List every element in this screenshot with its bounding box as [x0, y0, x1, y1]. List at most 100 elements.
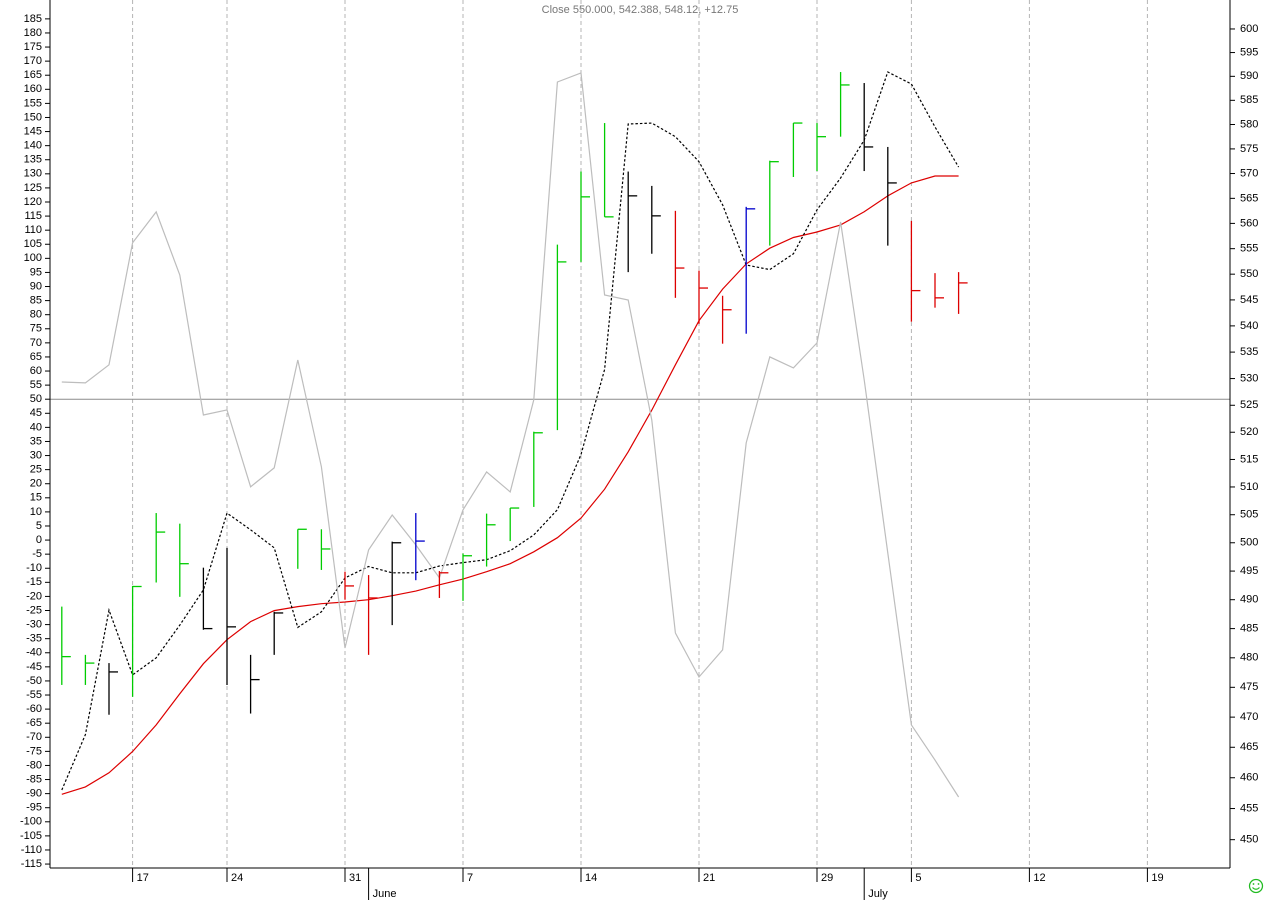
y-tick-label: 125	[24, 182, 42, 194]
x-tick-label: 29	[821, 872, 833, 884]
y2-tick-label: 505	[1240, 509, 1258, 521]
smiley-face	[1248, 878, 1264, 894]
y-tick-label: -10	[26, 562, 42, 574]
y-tick-label: -85	[26, 773, 42, 785]
y-tick-label: 10	[30, 506, 42, 518]
x-tick-label: 31	[349, 872, 361, 884]
y-tick-label: 165	[24, 69, 42, 81]
chart-title: Close 550.000, 542.388, 548.12, +12.75	[542, 4, 739, 16]
y-tick-label: 55	[30, 379, 42, 391]
y-tick-label: 5	[36, 520, 42, 532]
y2-tick-label: 500	[1240, 537, 1258, 549]
y-tick-label: 140	[24, 140, 42, 152]
smiley-eye	[1252, 883, 1255, 885]
y-tick-label: -95	[26, 802, 42, 814]
y-tick-label: 105	[24, 238, 42, 250]
y-tick-label: 0	[36, 534, 42, 546]
y-tick-label: 35	[30, 435, 42, 447]
y2-tick-label: 560	[1240, 217, 1258, 229]
y-tick-label: -25	[26, 604, 42, 616]
y-tick-label: 135	[24, 154, 42, 166]
y2-tick-label: 480	[1240, 652, 1258, 664]
y-tick-label: 50	[30, 393, 42, 405]
y-tick-label: -55	[26, 689, 42, 701]
y-tick-label: 160	[24, 83, 42, 95]
y-tick-label: 85	[30, 295, 42, 307]
month-label: June	[373, 888, 397, 900]
y2-tick-label: 565	[1240, 192, 1258, 204]
x-tick-label: 24	[231, 872, 243, 884]
y-tick-label: 110	[24, 224, 42, 236]
y2-tick-label: 515	[1240, 453, 1258, 465]
y-tick-label: -115	[21, 858, 42, 870]
x-tick-label: 17	[137, 872, 149, 884]
x-tick-label: 12	[1033, 872, 1045, 884]
smiley-eye	[1257, 883, 1260, 885]
y-tick-label: 25	[30, 464, 42, 476]
y2-tick-label: 475	[1240, 681, 1258, 693]
y2-tick-label: 510	[1240, 481, 1258, 493]
y2-tick-label: 525	[1240, 399, 1258, 411]
y2-tick-label: 575	[1240, 143, 1258, 155]
y2-tick-label: 490	[1240, 594, 1258, 606]
x-tick-label: 21	[703, 872, 715, 884]
y-tick-label: 45	[30, 407, 42, 419]
y2-tick-label: 470	[1240, 711, 1258, 723]
y2-tick-label: 545	[1240, 294, 1258, 306]
y-tick-label: 185	[24, 13, 42, 25]
y2-tick-label: 585	[1240, 94, 1258, 106]
y-tick-label: -105	[20, 830, 42, 842]
y-tick-label: -90	[26, 788, 42, 800]
y-tick-label: -45	[26, 661, 42, 673]
y2-tick-label: 590	[1240, 70, 1258, 82]
y-tick-label: -100	[20, 816, 42, 828]
y-tick-label: 150	[24, 111, 42, 123]
y-tick-label: 95	[30, 266, 42, 278]
x-tick-label: 7	[467, 872, 473, 884]
line-series	[61, 72, 960, 798]
y-tick-label: -30	[26, 618, 42, 630]
y-tick-label: 60	[30, 365, 42, 377]
line-series	[61, 175, 959, 795]
y2-tick-label: 555	[1240, 243, 1258, 255]
y-tick-label: 180	[24, 27, 42, 39]
y2-tick-label: 495	[1240, 565, 1258, 577]
y-tick-label: 155	[24, 97, 42, 109]
y-tick-label: -70	[26, 731, 42, 743]
y-tick-label: 70	[30, 337, 42, 349]
y-tick-label: 175	[24, 41, 42, 53]
y-tick-label: 130	[24, 168, 42, 180]
y2-tick-label: 485	[1240, 623, 1258, 635]
y-tick-label: 100	[24, 252, 42, 264]
y-tick-label: 40	[30, 421, 42, 433]
y2-tick-label: 530	[1240, 372, 1258, 384]
y-tick-label: -15	[26, 576, 42, 588]
y-tick-label: -5	[32, 548, 42, 560]
y-tick-label: 170	[24, 55, 42, 67]
y2-tick-label: 455	[1240, 802, 1258, 814]
y-tick-label: 30	[30, 449, 42, 461]
y-tick-label: -80	[26, 759, 42, 771]
y2-tick-label: 540	[1240, 320, 1258, 332]
x-tick-label: 19	[1151, 872, 1163, 884]
y-tick-label: -60	[26, 703, 42, 715]
y2-tick-label: 550	[1240, 268, 1258, 280]
y-tick-label: 115	[24, 210, 42, 222]
y-tick-label: 120	[24, 196, 42, 208]
y2-tick-label: 460	[1240, 772, 1258, 784]
y2-tick-label: 600	[1240, 23, 1258, 35]
y-tick-label: 20	[30, 478, 42, 490]
y-tick-label: 65	[30, 351, 42, 363]
y2-tick-label: 595	[1240, 46, 1258, 58]
y2-tick-label: 535	[1240, 346, 1258, 358]
y-tick-label: 75	[30, 323, 42, 335]
y-tick-label: -110	[21, 844, 42, 856]
y-tick-label: -20	[26, 590, 42, 602]
y2-tick-label: 580	[1240, 118, 1258, 130]
y2-tick-label: 465	[1240, 741, 1258, 753]
y2-tick-label: 570	[1240, 167, 1258, 179]
y-tick-label: 80	[30, 309, 42, 321]
